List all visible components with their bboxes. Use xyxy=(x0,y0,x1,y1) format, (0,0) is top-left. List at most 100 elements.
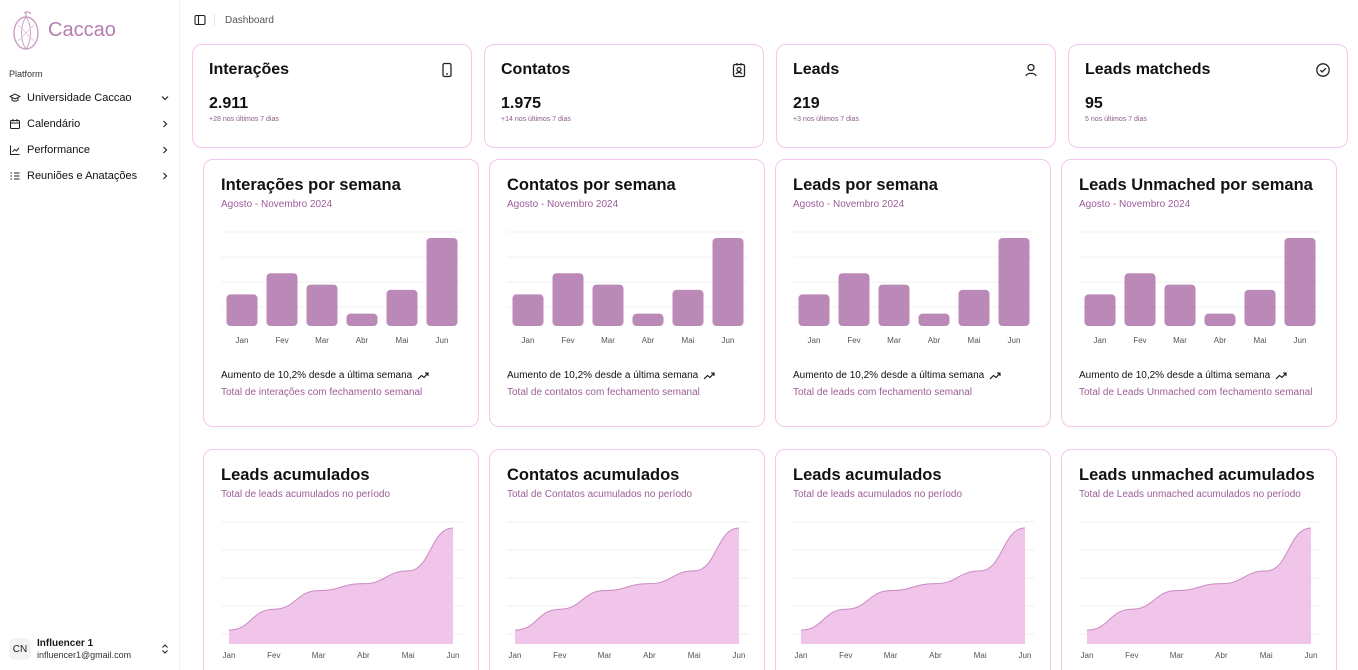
trending-up-icon xyxy=(989,371,1001,379)
divider xyxy=(214,14,215,26)
bar-jan[interactable] xyxy=(798,294,830,326)
x-tick-label: Fev xyxy=(275,336,288,345)
bar-fev[interactable] xyxy=(838,273,870,326)
bar-abr[interactable] xyxy=(346,313,378,326)
x-tick-label: Jun xyxy=(1019,651,1032,660)
area-line xyxy=(228,527,454,631)
sidebar-toggle-icon[interactable] xyxy=(194,14,206,26)
stat-value: 219 xyxy=(793,95,820,112)
x-tick-label: Abr xyxy=(357,651,370,660)
bar-fev[interactable] xyxy=(266,273,298,326)
bar-fev[interactable] xyxy=(1124,273,1156,326)
sidebar-item-performance[interactable]: Performance xyxy=(0,137,179,163)
sidebar-item-label: Performance xyxy=(27,144,90,156)
chart-subtitle: Total de leads acumulados no período xyxy=(221,489,391,500)
bar-mar[interactable] xyxy=(592,284,624,326)
x-tick-label: Jun xyxy=(1305,651,1318,660)
chart-trend: Aumento de 10,2% desde a última semana xyxy=(221,370,461,381)
chevron-right-icon xyxy=(163,120,168,128)
chevrons-up-down-icon xyxy=(162,644,168,654)
chart-footer: Total de leads com fechamento semanal xyxy=(793,387,972,398)
stat-title: Leads matcheds xyxy=(1085,61,1211,78)
bar-abr[interactable] xyxy=(918,313,950,326)
area-chart: Jan Fev Mar Abr Mai Jun xyxy=(221,521,463,660)
bar-jun[interactable] xyxy=(1284,238,1316,326)
chart-footer: Total de interações com fechamento seman… xyxy=(221,387,423,398)
chart-subtitle: Total de Contatos acumulados no período xyxy=(507,489,693,500)
bar-jun[interactable] xyxy=(712,238,744,326)
chart-card-unmached-acumulados: Leads unmached acumulados Total de Leads… xyxy=(1061,449,1337,670)
bar-mar[interactable] xyxy=(1164,284,1196,326)
area-fill xyxy=(1087,528,1311,644)
chart-title: Leads acumulados xyxy=(793,466,942,484)
logo[interactable]: Caccao xyxy=(0,0,179,54)
bar-chart: Jan Fev Mar Abr Mai Jun xyxy=(221,231,461,345)
x-tick-label: Mar xyxy=(884,651,898,660)
cacao-pod-logo-icon xyxy=(13,11,39,50)
bar-mai[interactable] xyxy=(386,289,418,326)
chart-title: Interações por semana xyxy=(221,176,401,194)
area-line xyxy=(514,527,740,631)
phone-icon xyxy=(442,62,452,78)
x-tick-label: Jan xyxy=(223,651,236,660)
x-tick-label: Jan xyxy=(509,651,522,660)
chart-card-unmached-semana: Leads Unmached por semana Agosto - Novem… xyxy=(1061,159,1337,427)
bar-chart: Jan Fev Mar Abr Mai Jun xyxy=(507,231,747,345)
stat-title: Contatos xyxy=(501,61,571,78)
bar-mai[interactable] xyxy=(1244,289,1276,326)
x-tick-label: Jan xyxy=(522,336,535,345)
chart-subtitle: Agosto - Novembro 2024 xyxy=(793,199,905,210)
chart-card-contatos-acumulados: Contatos acumulados Total de Contatos ac… xyxy=(489,449,765,670)
x-tick-label: Jun xyxy=(1008,336,1021,345)
area-fill xyxy=(229,528,453,644)
section-label: Platform xyxy=(9,69,43,79)
app-name: Caccao xyxy=(48,18,116,41)
bar-abr[interactable] xyxy=(1204,313,1236,326)
bar-mar[interactable] xyxy=(878,284,910,326)
bar-jan[interactable] xyxy=(512,294,544,326)
stat-value: 95 xyxy=(1085,95,1103,112)
chart-title: Leads acumulados xyxy=(221,466,370,484)
x-tick-label: Fev xyxy=(561,336,574,345)
sidebar-item-reunioes[interactable]: Reuniões e Anatações xyxy=(0,163,179,189)
x-tick-label: Mar xyxy=(601,336,615,345)
chart-title: Contatos por semana xyxy=(507,176,676,194)
bar-abr[interactable] xyxy=(632,313,664,326)
x-tick-label: Mar xyxy=(315,336,329,345)
sidebar-item-label: Reuniões e Anatações xyxy=(27,170,138,182)
stat-card-contatos: Contatos 1.975 +14 nos últimos 7 dias xyxy=(484,44,764,148)
breadcrumb[interactable]: Dashboard xyxy=(225,14,274,26)
sidebar-item-calendario[interactable]: Calendário xyxy=(0,111,179,137)
x-tick-label: Mai xyxy=(1254,336,1267,345)
x-tick-label: Mai xyxy=(968,336,981,345)
x-tick-label: Fev xyxy=(1133,336,1146,345)
sidebar-item-universidade[interactable]: Universidade Caccao xyxy=(0,85,179,111)
bar-jan[interactable] xyxy=(1084,294,1116,326)
bar-mai[interactable] xyxy=(672,289,704,326)
bar-mar[interactable] xyxy=(306,284,338,326)
bar-mai[interactable] xyxy=(958,289,990,326)
area-chart: Jan Fev Mar Abr Mai Jun xyxy=(793,521,1035,660)
bar-fev[interactable] xyxy=(552,273,584,326)
sidebar: Caccao Platform Universidade Caccao Cale… xyxy=(0,0,180,670)
bar-jun[interactable] xyxy=(426,238,458,326)
x-tick-label: Jun xyxy=(1294,336,1307,345)
stat-value: 2.911 xyxy=(209,95,249,112)
x-tick-label: Mar xyxy=(887,336,901,345)
area-chart: Jan Fev Mar Abr Mai Jun xyxy=(507,521,749,660)
bar-chart: Jan Fev Mar Abr Mai Jun xyxy=(793,231,1033,345)
x-tick-label: Abr xyxy=(356,336,369,345)
x-tick-label: Abr xyxy=(1215,651,1228,660)
bar-jan[interactable] xyxy=(226,294,258,326)
x-tick-label: Mai xyxy=(682,336,695,345)
area-line xyxy=(800,527,1026,631)
stat-delta: +14 nos últimos 7 dias xyxy=(501,116,571,123)
chart-title: Leads unmached acumulados xyxy=(1079,466,1315,484)
x-tick-label: Mai xyxy=(402,651,415,660)
x-tick-label: Mar xyxy=(1170,651,1184,660)
user-menu[interactable]: CN Influencer 1 influencer1@gmail.com xyxy=(0,628,179,670)
user-email: influencer1@gmail.com xyxy=(37,649,132,660)
stat-card-leads-matcheds: Leads matcheds 95 5 nos últimos 7 dias xyxy=(1068,44,1348,148)
bar-jun[interactable] xyxy=(998,238,1030,326)
x-tick-label: Jun xyxy=(722,336,735,345)
